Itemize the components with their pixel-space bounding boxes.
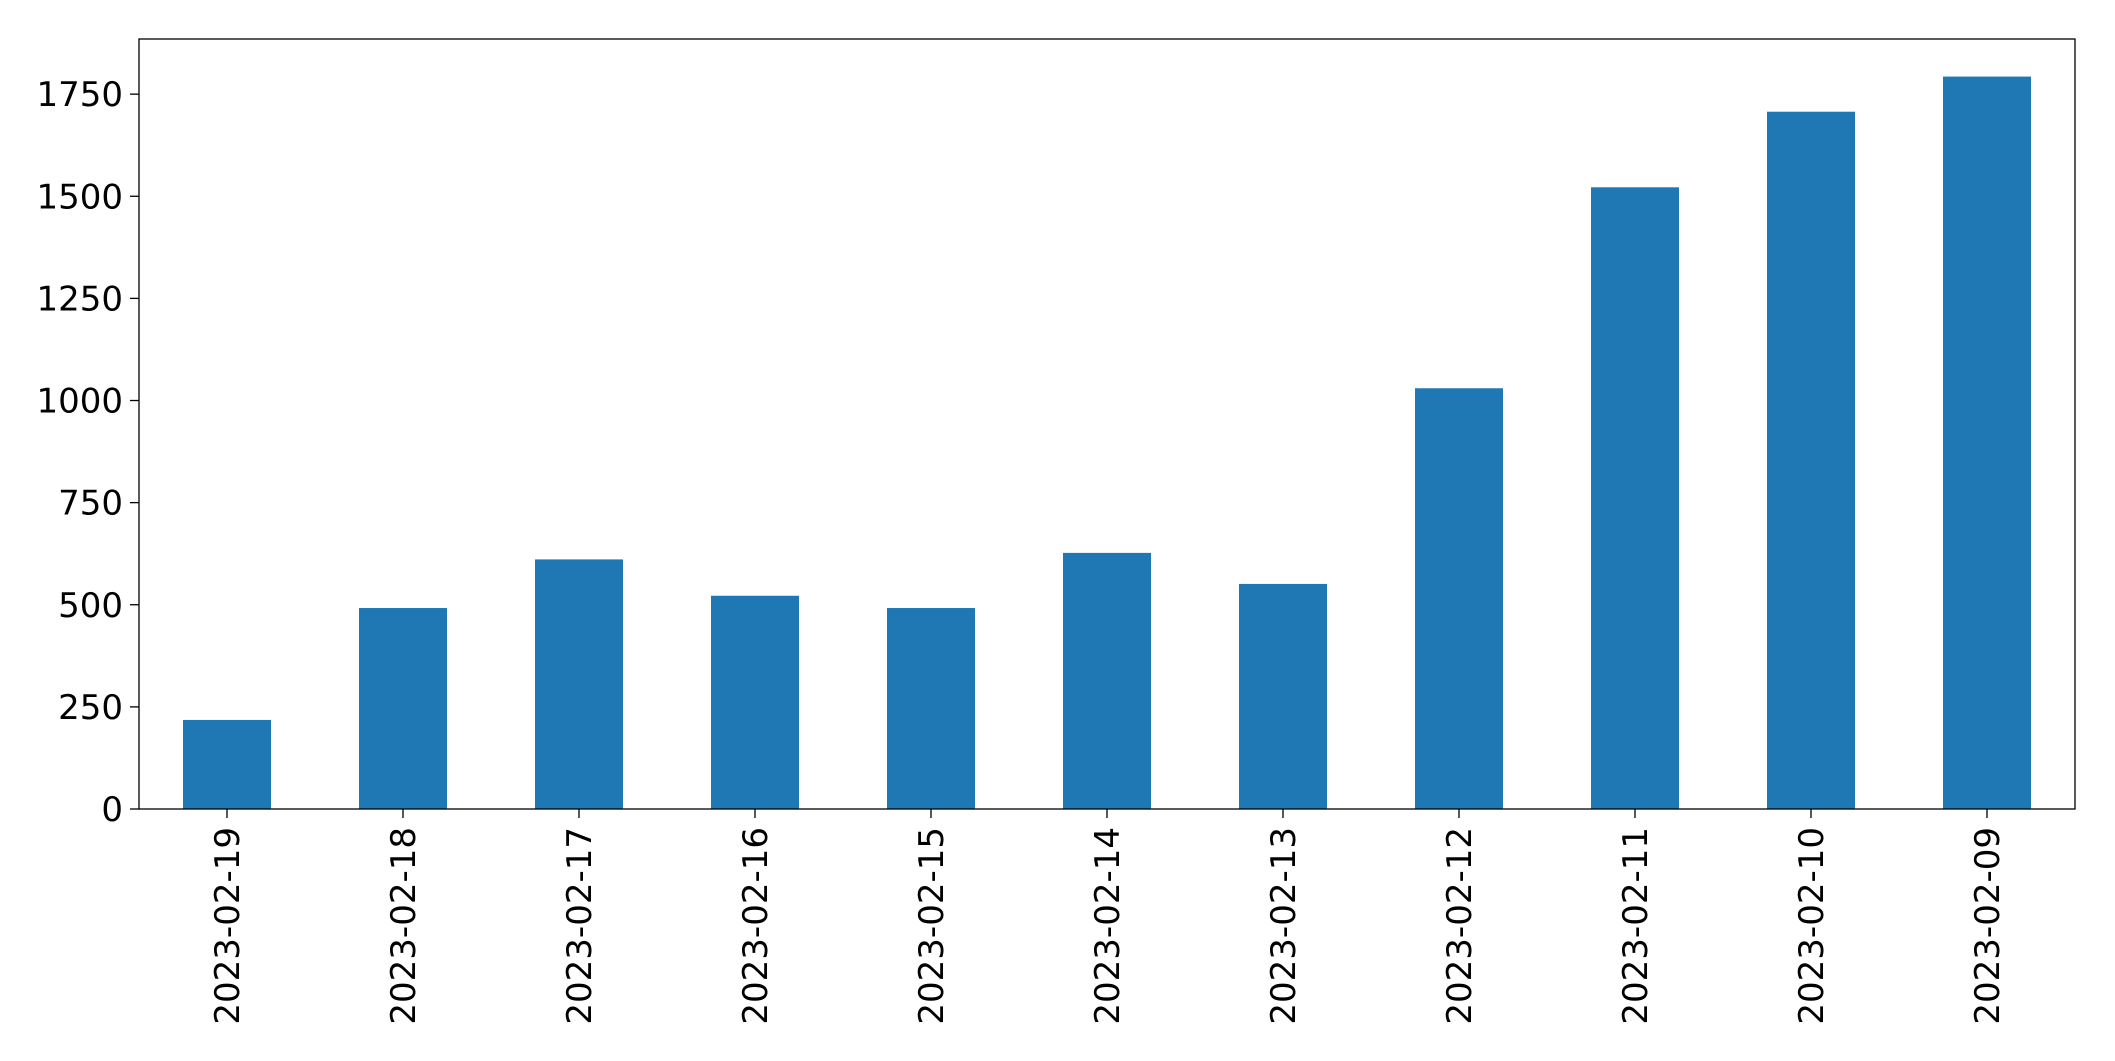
x-tick-label: 2023-02-10 bbox=[1792, 827, 1832, 1025]
y-tick-label: 750 bbox=[58, 484, 123, 524]
bar bbox=[1239, 583, 1327, 809]
bar bbox=[1767, 111, 1855, 809]
y-tick-label: 0 bbox=[101, 790, 123, 830]
x-tick-label: 2023-02-17 bbox=[560, 827, 600, 1025]
x-tick-label: 2023-02-12 bbox=[1440, 827, 1480, 1025]
y-tick-label: 250 bbox=[58, 688, 123, 728]
x-tick-label: 2023-02-09 bbox=[1968, 827, 2008, 1025]
bar bbox=[535, 559, 623, 809]
bar bbox=[887, 608, 975, 809]
y-tick-label: 1500 bbox=[36, 177, 123, 217]
bar bbox=[1591, 187, 1679, 809]
bar bbox=[359, 608, 447, 809]
x-tick-label: 2023-02-14 bbox=[1088, 827, 1128, 1025]
x-tick-label: 2023-02-16 bbox=[736, 827, 776, 1025]
x-tick-label: 2023-02-19 bbox=[208, 827, 248, 1025]
y-tick-label: 1250 bbox=[36, 279, 123, 319]
bar bbox=[1415, 388, 1503, 809]
bar bbox=[1063, 552, 1151, 809]
x-tick-label: 2023-02-18 bbox=[384, 827, 424, 1025]
bar bbox=[183, 719, 271, 809]
y-tick-label: 500 bbox=[58, 586, 123, 626]
y-tick-label: 1750 bbox=[36, 75, 123, 115]
x-tick-label: 2023-02-13 bbox=[1264, 827, 1304, 1025]
plot-frame bbox=[138, 38, 2076, 810]
x-tick-label: 2023-02-15 bbox=[912, 827, 952, 1025]
x-tick-label: 2023-02-11 bbox=[1616, 827, 1656, 1025]
bar bbox=[711, 595, 799, 809]
bar bbox=[1943, 76, 2031, 809]
y-tick-label: 1000 bbox=[36, 382, 123, 422]
